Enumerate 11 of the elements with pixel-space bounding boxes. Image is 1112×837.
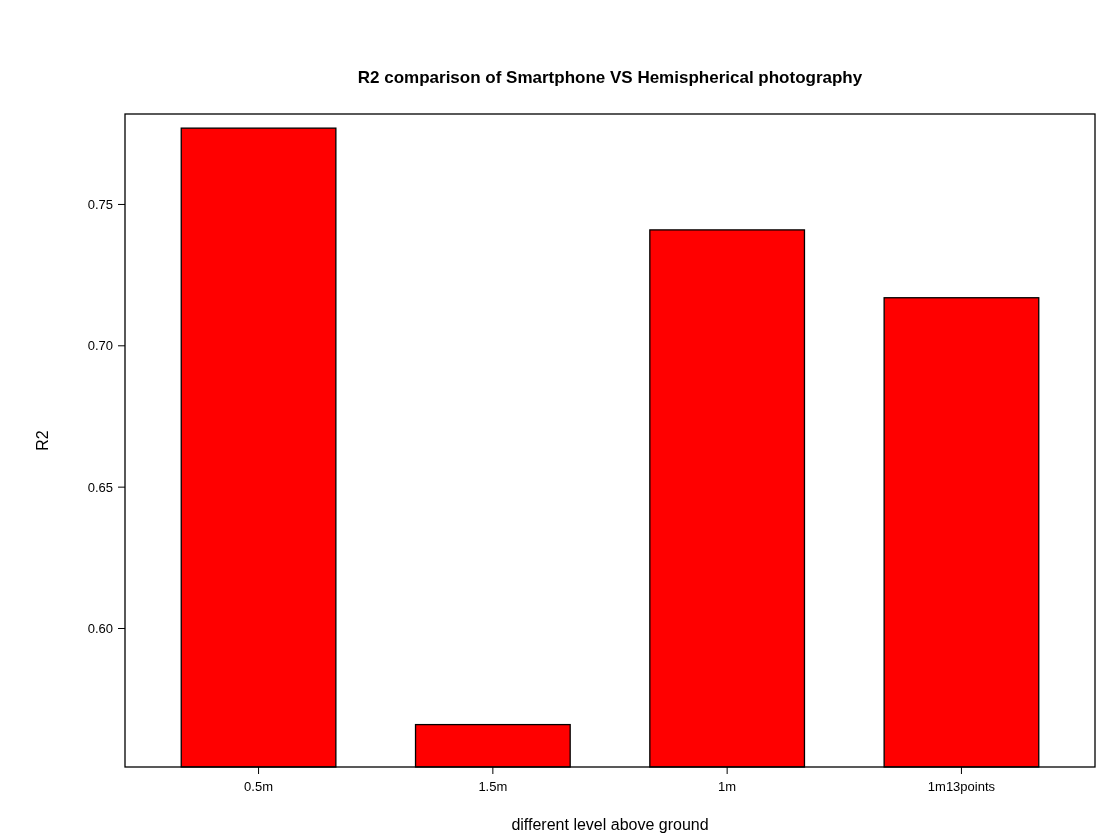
y-tick-label: 0.60 [87,621,113,637]
x-tick-label: 1m [718,779,737,794]
x-tick-label: 0.5m [244,779,273,794]
y-tick-label: 0.75 [87,197,113,213]
y-axis-title: R2 [34,430,51,451]
y-tick-label: 0.65 [87,479,113,495]
chart-title: R2 comparison of Smartphone VS Hemispherical photography [357,68,863,87]
x-axis-title: different level above ground [511,816,709,833]
x-tick-label: 1m13points [927,779,996,794]
y-tick-label: 0.70 [87,338,113,354]
x-tick-label: 1.5m [478,779,508,794]
